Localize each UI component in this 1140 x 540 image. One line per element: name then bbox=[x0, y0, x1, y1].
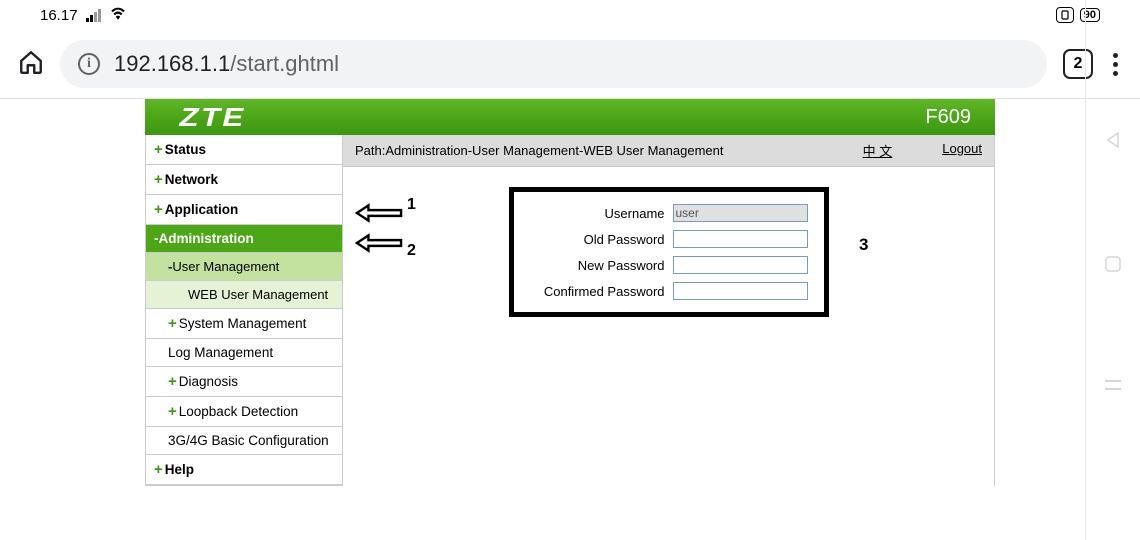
sidebar-item-label: Status bbox=[165, 142, 206, 157]
password-form-box: Username Old Password New Password Confi… bbox=[509, 187, 829, 317]
right-gutter bbox=[1085, 0, 1140, 540]
annotation-3: 3 bbox=[859, 235, 868, 255]
sidebar-item-label: 3G/4G Basic Configuration bbox=[168, 433, 329, 448]
sidebar-item-web-user-management[interactable]: WEB User Management bbox=[146, 281, 342, 309]
square-icon[interactable] bbox=[1104, 255, 1122, 278]
sidebar-item-status[interactable]: +Status bbox=[146, 135, 342, 165]
confirm-password-input[interactable] bbox=[673, 282, 808, 300]
annotation-arrow-2: 2 bbox=[355, 233, 416, 253]
main-panel: Path:Administration-User Management-WEB … bbox=[343, 135, 995, 486]
sidebar-item-label: Administration bbox=[159, 231, 254, 246]
sidebar-item-label: Diagnosis bbox=[179, 374, 238, 389]
old-password-input[interactable] bbox=[673, 230, 808, 248]
sidebar-item-log-management[interactable]: Log Management bbox=[146, 339, 342, 367]
sidebar-item-system-management[interactable]: +System Management bbox=[146, 309, 342, 339]
annotation-label: 2 bbox=[407, 242, 416, 260]
sidebar-item-3g4g[interactable]: 3G/4G Basic Configuration bbox=[146, 427, 342, 455]
sidebar-item-help[interactable]: +Help bbox=[146, 455, 342, 485]
home-icon[interactable] bbox=[18, 49, 44, 80]
url-bar[interactable]: i 192.168.1.1/start.ghtml bbox=[60, 40, 1047, 88]
browser-toolbar: i 192.168.1.1/start.ghtml 2 bbox=[0, 30, 1140, 99]
confirm-password-label: Confirmed Password bbox=[522, 284, 665, 299]
sidebar-item-label: Help bbox=[165, 462, 194, 477]
sidebar-item-network[interactable]: +Network bbox=[146, 165, 342, 195]
menu-lines-icon[interactable] bbox=[1103, 378, 1123, 397]
breadcrumb-bar: Path:Administration-User Management-WEB … bbox=[343, 135, 994, 167]
annotation-label: 1 bbox=[407, 196, 416, 214]
router-page: ZTE F609 +Status +Network +Application -… bbox=[145, 99, 995, 486]
brand-logo: ZTE bbox=[179, 102, 245, 133]
sidebar-item-label: Application bbox=[165, 202, 239, 217]
new-password-label: New Password bbox=[522, 258, 665, 273]
sidebar-item-loopback[interactable]: +Loopback Detection bbox=[146, 397, 342, 427]
logout-link[interactable]: Logout bbox=[942, 141, 982, 160]
router-header: ZTE F609 bbox=[145, 99, 995, 135]
site-info-icon[interactable]: i bbox=[78, 53, 100, 75]
sidebar-item-user-management[interactable]: -User Management bbox=[146, 253, 342, 281]
phone-status-bar: 16.17 90 bbox=[0, 0, 1140, 30]
breadcrumb-text: Path:Administration-User Management-WEB … bbox=[355, 143, 723, 158]
sidebar-item-label: Loopback Detection bbox=[179, 404, 298, 419]
sidebar-item-label: Log Management bbox=[168, 345, 273, 360]
username-label: Username bbox=[522, 206, 665, 221]
url-text: 192.168.1.1/start.ghtml bbox=[114, 51, 339, 77]
old-password-label: Old Password bbox=[522, 232, 665, 247]
back-triangle-icon[interactable] bbox=[1103, 130, 1123, 155]
url-path: /start.ghtml bbox=[230, 51, 339, 76]
sidebar-item-label: System Management bbox=[179, 316, 307, 331]
username-input bbox=[673, 204, 808, 222]
form-area: 1 2 3 Username Old Password bbox=[343, 167, 994, 317]
sidebar-item-label: User Management bbox=[172, 259, 279, 274]
url-host: 192.168.1.1 bbox=[114, 51, 230, 76]
status-left: 16.17 bbox=[40, 6, 127, 24]
wifi-icon bbox=[109, 6, 127, 24]
sidebar-item-application[interactable]: +Application bbox=[146, 195, 342, 225]
sidebar-item-diagnosis[interactable]: +Diagnosis bbox=[146, 367, 342, 397]
annotation-arrow-1: 1 bbox=[355, 203, 416, 223]
rotate-lock-icon bbox=[1056, 7, 1074, 23]
sidebar-item-label: WEB User Management bbox=[188, 287, 328, 302]
model-label: F609 bbox=[925, 106, 971, 129]
clock: 16.17 bbox=[40, 7, 78, 24]
new-password-input[interactable] bbox=[673, 256, 808, 274]
language-link[interactable]: 中 文 bbox=[863, 141, 893, 160]
sidebar-item-label: Network bbox=[165, 172, 218, 187]
sidebar-item-administration[interactable]: -Administration bbox=[146, 225, 342, 253]
sidebar: +Status +Network +Application -Administr… bbox=[145, 135, 343, 486]
signal-icon bbox=[86, 9, 101, 22]
